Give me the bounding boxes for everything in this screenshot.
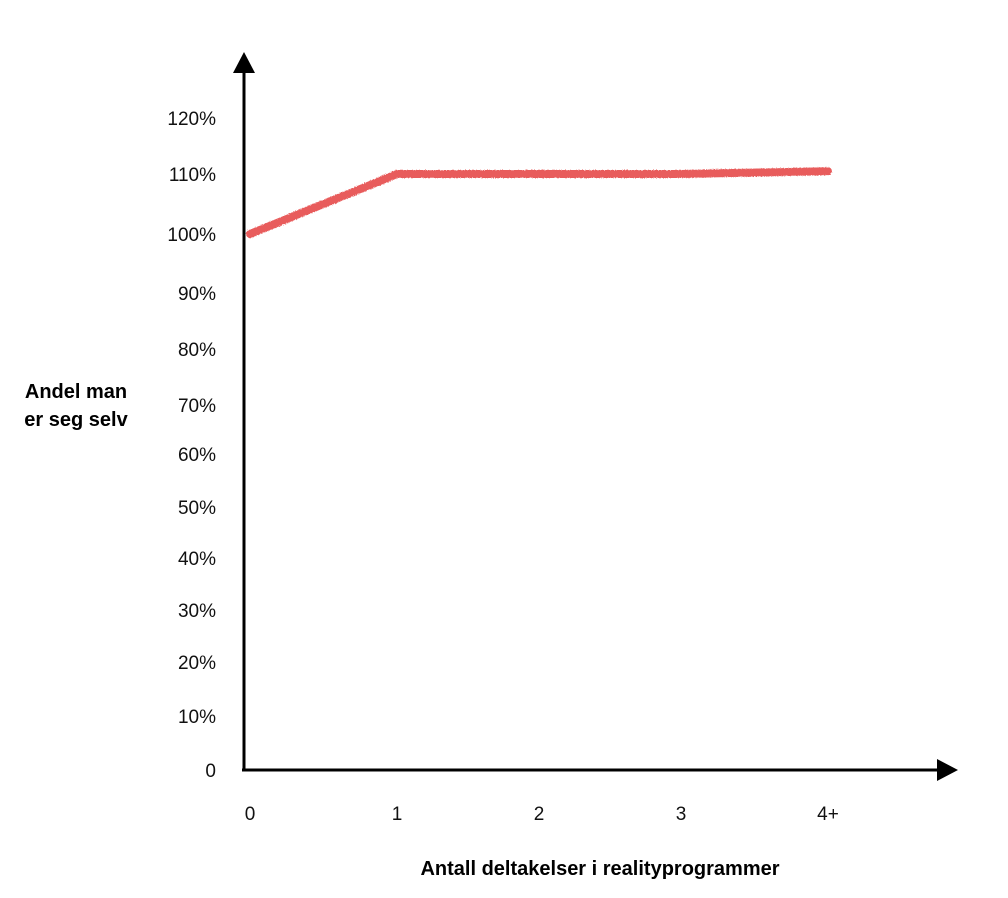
x-axis-arrow-icon bbox=[937, 759, 958, 781]
y-tick-label: 20% bbox=[178, 653, 216, 674]
y-axis-arrow-icon bbox=[233, 52, 255, 73]
y-tick-label: 10% bbox=[178, 707, 216, 728]
axes bbox=[233, 52, 958, 781]
y-tick-labels: 0 10% 20% 30% 40% 50% 60% 70% 80% 90% 100% 110% 120% bbox=[167, 109, 216, 782]
y-tick-label: 50% bbox=[178, 498, 216, 519]
x-tick-label: 3 bbox=[676, 804, 687, 825]
y-axis-title-line-2: er seg selv bbox=[24, 409, 128, 431]
y-tick-label: 110% bbox=[169, 165, 216, 186]
series-line bbox=[246, 167, 832, 238]
x-tick-label: 4+ bbox=[817, 804, 839, 825]
y-tick-label: 60% bbox=[178, 445, 216, 466]
y-tick-label: 0 bbox=[205, 761, 216, 782]
y-tick-label: 30% bbox=[178, 601, 216, 622]
y-tick-label: 70% bbox=[178, 396, 216, 417]
series-layer bbox=[246, 167, 832, 238]
x-tick-label: 0 bbox=[245, 804, 256, 825]
x-axis-title: Antall deltakelser i realityprogrammer bbox=[420, 858, 779, 880]
y-tick-label: 100% bbox=[167, 225, 216, 246]
y-tick-label: 120% bbox=[167, 109, 216, 130]
y-tick-label: 90% bbox=[178, 284, 216, 305]
y-axis-title-line-1: Andel man bbox=[25, 381, 127, 403]
x-tick-label: 2 bbox=[534, 804, 545, 825]
y-tick-label: 40% bbox=[178, 549, 216, 570]
x-tick-labels: 0 1 2 3 4+ bbox=[245, 804, 839, 825]
x-tick-label: 1 bbox=[392, 804, 403, 825]
y-tick-label: 80% bbox=[178, 340, 216, 361]
